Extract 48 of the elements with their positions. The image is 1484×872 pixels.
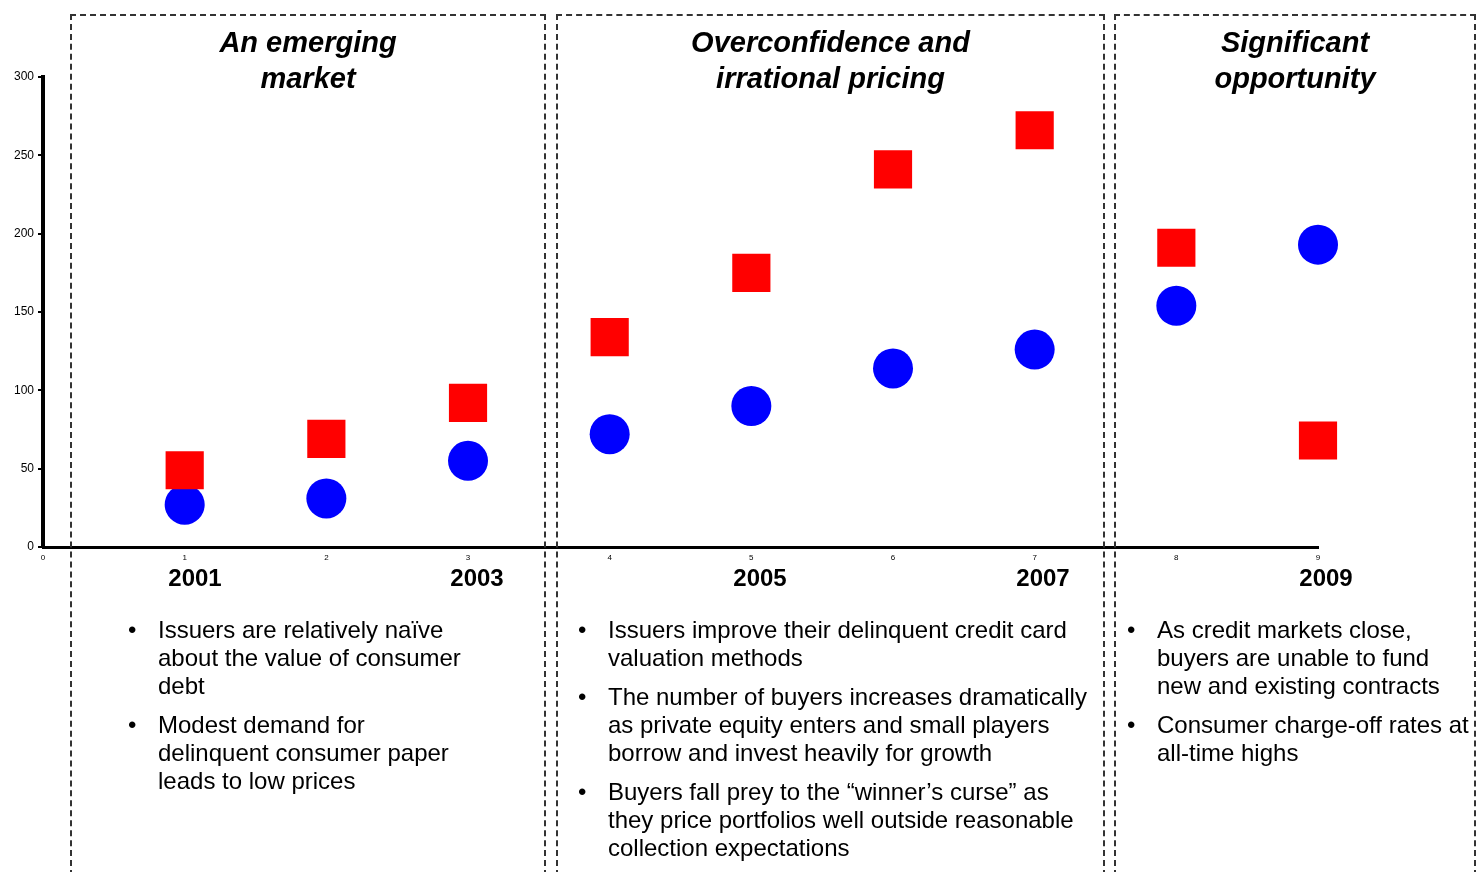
text: • Buyers fall prey to the “winner’s curse” as they price portfolios well outside reasonable collection expectations (578, 778, 1074, 861)
x-tick-label: 8 (1174, 553, 1180, 562)
point (1157, 228, 1196, 267)
x-tick-label: 6 (890, 553, 896, 562)
point (589, 414, 630, 455)
text: • As credit markets close, buyers are unable to fund new and existing contracts (1127, 616, 1440, 699)
text: 2001 (167, 564, 223, 592)
annotation: An emerging market (218, 25, 398, 96)
x-tick-label: 5 (749, 553, 755, 562)
y-tick-label: 50 (20, 460, 35, 475)
x-tick-label: 0 (40, 553, 46, 562)
y-tick-label: 100 (13, 382, 35, 397)
text: • Issuers are relatively naïve about the value of consumer debt (128, 616, 461, 699)
point (448, 440, 489, 481)
y-tick-label: 250 (13, 147, 35, 162)
text: • Modest demand for delinquent consumer paper leads to low prices (128, 711, 449, 794)
point (1298, 224, 1338, 265)
x-tick-label: 7 (1032, 553, 1038, 562)
point (307, 419, 346, 458)
point (165, 451, 204, 490)
y-tick-label: 200 (13, 225, 35, 240)
annotation: Significant opportunity (1213, 25, 1378, 96)
text: • The number of buyers increases dramatically as private equity enters and small players borrow and invest heavily for growth (578, 683, 1087, 766)
point (1014, 329, 1055, 370)
text: • Issuers improve their delinquent credit card valuation methods (578, 616, 1067, 671)
point (732, 253, 771, 292)
point (1298, 421, 1338, 460)
point (873, 348, 914, 389)
x-tick-label: 2 (324, 553, 330, 562)
y-tick-label: 300 (13, 69, 35, 84)
point (731, 386, 772, 426)
text: 2003 (449, 564, 505, 592)
y-tick-label: 150 (13, 304, 35, 319)
text: 2009 (1298, 564, 1354, 592)
text: 2005 (732, 564, 788, 592)
point (1015, 111, 1054, 150)
x-tick-label: 3 (465, 553, 471, 562)
point (1156, 285, 1197, 326)
x-tick-label: 4 (607, 553, 613, 562)
text: 2007 (1015, 564, 1071, 592)
point (448, 383, 488, 422)
text: • Consumer charge-off rates at all-time highs (1127, 711, 1469, 766)
x-tick-label: 9 (1315, 553, 1321, 562)
annotation: Overconfidence and irrational pricing (690, 25, 972, 96)
point (873, 150, 913, 189)
point (306, 478, 347, 519)
point (590, 317, 629, 357)
x-tick-label: 1 (182, 553, 188, 562)
